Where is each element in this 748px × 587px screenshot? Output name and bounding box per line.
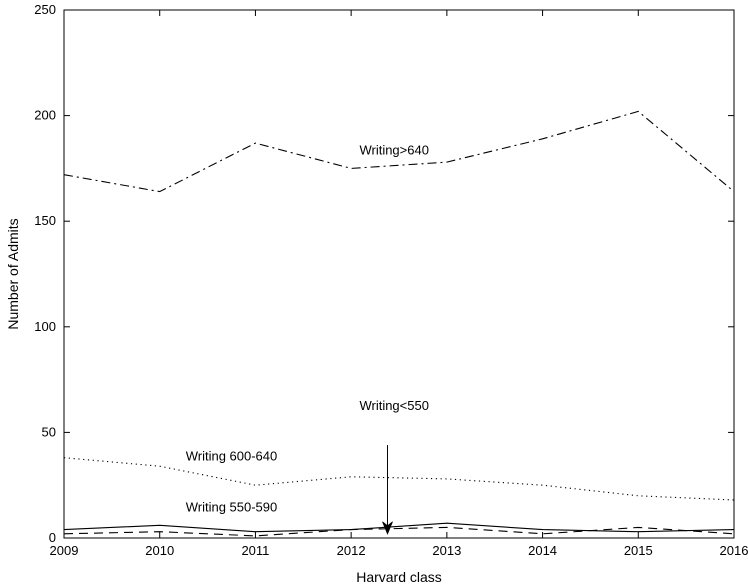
annotation-arrow-head: [382, 521, 393, 535]
series-line-600_640: [63, 457, 735, 501]
x-tick-label: 2009: [50, 543, 79, 558]
annotation-label: Writing<550: [359, 398, 429, 413]
annotation-label: Writing>640: [359, 142, 429, 157]
x-axis-title: Harvard class: [356, 569, 442, 585]
series-layer: [63, 110, 735, 537]
y-tick-label: 50: [42, 424, 56, 439]
y-axis-title: Number of Admits: [5, 218, 21, 329]
annotation-label: Writing 550-590: [186, 499, 278, 514]
x-axis: 2009 2010 2011 2012 2013 2014 2015 2016: [50, 10, 748, 558]
x-tick-label: 2013: [432, 543, 461, 558]
x-tick-label: 2010: [145, 543, 174, 558]
series-line-550_590: [63, 522, 735, 533]
x-tick-label: 2011: [241, 543, 269, 558]
y-tick-label: 200: [34, 108, 56, 123]
x-tick-label: 2015: [624, 543, 653, 558]
x-tick-label: 2012: [337, 543, 366, 558]
y-tick-label: 100: [34, 319, 56, 334]
series-line-lt550: [63, 526, 735, 537]
y-tick-label: 0: [49, 530, 56, 545]
series-line-gt640: [63, 110, 735, 193]
x-tick-label: 2016: [720, 543, 748, 558]
plot-frame: [63, 9, 735, 539]
annotation-layer: Writing>640 Writing<550 Writing 600-640 Wri…: [186, 142, 429, 535]
annotation-label: Writing 600-640: [186, 449, 278, 464]
y-tick-label: 250: [34, 2, 56, 17]
y-tick-label: 150: [34, 213, 56, 228]
y-axis: 0 50 100 150 200 250: [34, 2, 734, 545]
x-tick-label: 2014: [528, 543, 557, 558]
